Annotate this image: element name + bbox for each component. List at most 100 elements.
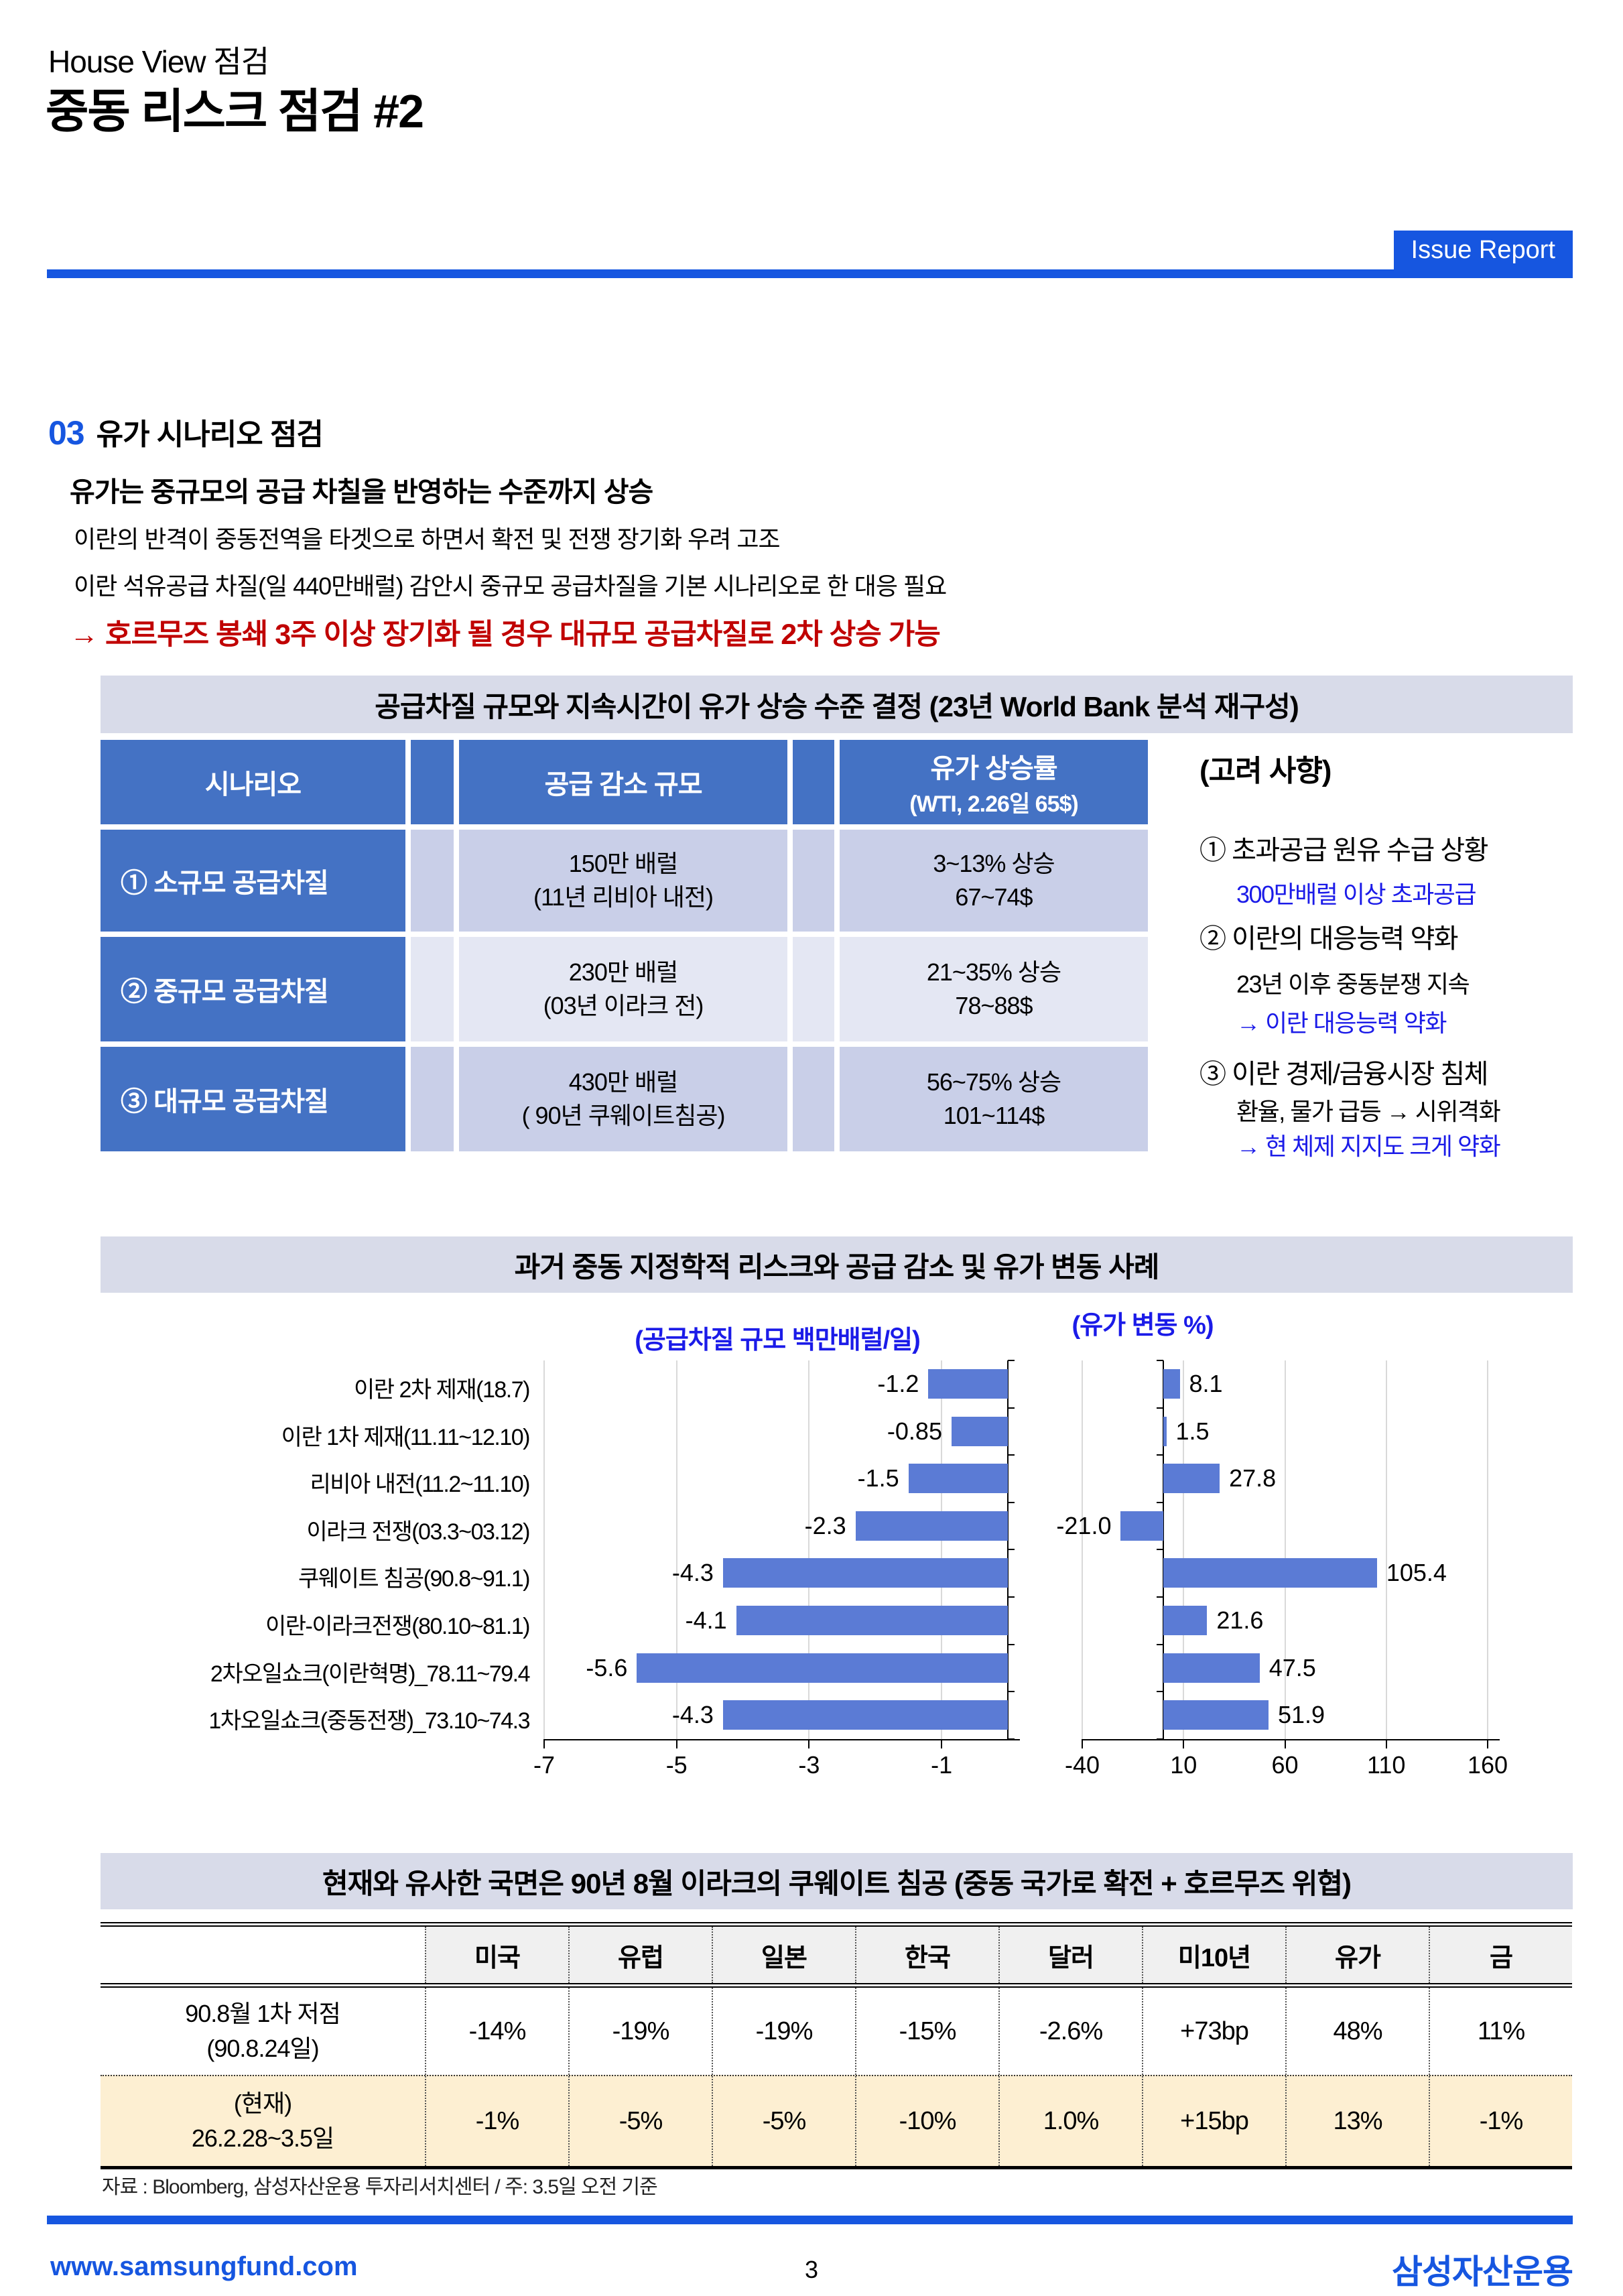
comparison-row: 90.8월 1차 저점 (90.8.24일) -14% -19% -19% -15% -2.…: [101, 1988, 1572, 2075]
category-label: 이라크 전쟁(03.3~03.12): [306, 1519, 530, 1545]
value-label: 105.4: [1386, 1559, 1447, 1587]
note-item: ② 이란의 대응능력 약화: [1199, 924, 1459, 954]
spacer-cell: [793, 830, 834, 932]
grid-line: [1385, 1360, 1387, 1739]
value-label: -5.6: [586, 1653, 628, 1681]
axis-tick: [808, 1739, 810, 1748]
row-label-line2: 26.2.28~3.5일: [191, 2124, 334, 2152]
supply-cell: 150만 배럴 (11년 리비아 내전): [459, 830, 787, 932]
body-line-1: 이란의 반격이 중동전역을 타겟으로 하면서 확전 및 전쟁 장기화 우려 고조: [74, 525, 781, 553]
note-item: 23년 이후 중동분쟁 지속: [1236, 970, 1470, 998]
value-label: -21.0: [1056, 1511, 1112, 1539]
supply-cell: 430만 배럴 ( 90년 쿠웨이트침공): [459, 1047, 787, 1151]
grid-line: [1082, 1360, 1083, 1739]
comparison-banner: 현재와 유사한 국면은 90년 8월 이라크의 쿠웨이트 침공 (중동 국가로 …: [101, 1853, 1573, 1909]
source-note: 자료 : Bloomberg, 삼성자산운용 투자리서치센터 / 주: 3.5일…: [102, 2176, 658, 2198]
value-cell: -10%: [855, 2076, 998, 2166]
price-header-line2: (WTI, 2.26일 65$): [909, 791, 1078, 817]
category-tick: [1008, 1549, 1015, 1550]
bar: [1163, 1558, 1377, 1588]
category-tick: [1157, 1549, 1163, 1550]
report-title: 중동 리스크 점검 #2: [46, 85, 424, 137]
value-cell: -2.6%: [998, 1988, 1142, 2075]
chart-banner: 과거 중동 지정학적 리스크와 공급 감소 및 유가 변동 사례: [101, 1236, 1573, 1293]
col-header-price: 유가 상승률 (WTI, 2.26일 65$): [840, 740, 1148, 824]
grid-line: [675, 1360, 677, 1739]
value-cell: -1%: [1429, 2076, 1572, 2166]
bar: [855, 1511, 1008, 1541]
column-header: 미10년: [1142, 1927, 1285, 1983]
value-label: 27.8: [1229, 1464, 1277, 1492]
supply-line2: ( 90년 쿠웨이트침공): [521, 1102, 726, 1129]
category-label: 2차오일쇼크(이란혁명)_78.11~79.4: [210, 1661, 531, 1687]
scenario-table: 시나리오 공급 감소 규모 유가 상승률 (WTI, 2.26일 65$) ① …: [101, 740, 1148, 1151]
category-tick: [1008, 1691, 1015, 1692]
value-cell: 48%: [1285, 1988, 1429, 2075]
price-line1: 21~35% 상승: [926, 958, 1061, 986]
value-label: -4.1: [685, 1606, 727, 1634]
price-header-line1: 유가 상승률: [930, 753, 1057, 783]
price-line2: 101~114$: [943, 1102, 1045, 1129]
zero-axis: [1163, 1360, 1164, 1739]
bar: [1120, 1511, 1163, 1541]
value-cell: +73bp: [1142, 1988, 1285, 2075]
spacer-cell: [411, 830, 454, 932]
axis-tick: [1183, 1739, 1185, 1748]
corner-cell: [101, 1927, 425, 1983]
column-header: 미국: [425, 1927, 568, 1983]
supply-line1: 230만 배럴: [568, 958, 678, 986]
page-number: 3: [804, 2256, 819, 2283]
row-label-line1: (현재): [233, 2089, 292, 2117]
value-cell: -5%: [568, 2076, 712, 2166]
column-header: 달러: [998, 1927, 1142, 1983]
chart-series-label-price: (유가 변동 %): [1072, 1312, 1214, 1340]
value-cell: 11%: [1429, 1988, 1572, 2075]
bar: [1163, 1653, 1260, 1683]
scenario-row-name: ② 중규모 공급차질: [101, 937, 405, 1041]
grid-line: [808, 1360, 810, 1739]
comparison-table: 미국 유럽 일본 한국 달러 미10년 유가 금 90.8월 1차 저점 (90.8.24일) -1…: [101, 1922, 1572, 2169]
bar: [736, 1606, 1008, 1635]
axis-tick: [543, 1739, 545, 1748]
row-label: (현재) 26.2.28~3.5일: [101, 2076, 425, 2166]
note-item: → 현 체제 지지도 크게 약화: [1236, 1133, 1501, 1160]
grid-line: [941, 1360, 943, 1739]
value-label: -0.85: [887, 1417, 942, 1445]
tick-label: 160: [1467, 1751, 1508, 1779]
col-header-supply: 공급 감소 규모: [459, 740, 787, 824]
category-label: 이란 1차 제재(11.11~12.10): [281, 1424, 531, 1450]
tick-label: 60: [1271, 1751, 1299, 1779]
tick-label: 110: [1367, 1751, 1406, 1779]
report-suptitle: House View 점검: [48, 44, 269, 79]
notes-title: (고려 사향): [1199, 755, 1332, 787]
category-tick: [1157, 1360, 1163, 1361]
scenario-row-name: ③ 대규모 공급차질: [101, 1047, 405, 1151]
grid-line: [543, 1360, 545, 1739]
header-rule: [47, 269, 1573, 278]
value-cell: -19%: [712, 1988, 855, 2075]
scenario-banner: 공급차질 규모와 지속시간이 유가 상승 수준 결정 (23년 World Ba…: [101, 676, 1573, 733]
tick-label: -1: [931, 1751, 953, 1779]
note-item: ① 초과공급 원유 수급 상황: [1199, 836, 1488, 865]
column-header: 금: [1429, 1927, 1572, 1983]
category-tick: [1157, 1644, 1163, 1645]
value-label: 21.6: [1216, 1606, 1264, 1634]
footer-url[interactable]: www.samsungfund.com: [50, 2252, 358, 2281]
value-label: -4.3: [671, 1559, 714, 1587]
category-tick: [1157, 1407, 1163, 1409]
tick-label: 10: [1170, 1751, 1197, 1779]
category-label: 리비아 내전(11.2~11.10): [310, 1472, 530, 1498]
value-label: -1.5: [857, 1464, 899, 1492]
column-header: 일본: [712, 1927, 855, 1983]
note-item: ③ 이란 경제/금융시장 침체: [1199, 1060, 1488, 1089]
value-cell: -19%: [568, 1988, 712, 2075]
value-cell: -15%: [855, 1988, 998, 2075]
category-tick: [1157, 1502, 1163, 1503]
bar: [908, 1464, 1008, 1494]
supply-line2: (11년 리비아 내전): [533, 883, 714, 911]
row-label: 90.8월 1차 저점 (90.8.24일): [101, 1988, 425, 2075]
column-header: 유가: [1285, 1927, 1429, 1983]
supply-line1: 150만 배럴: [568, 849, 678, 877]
col-header-scenario: 시나리오: [101, 740, 405, 824]
